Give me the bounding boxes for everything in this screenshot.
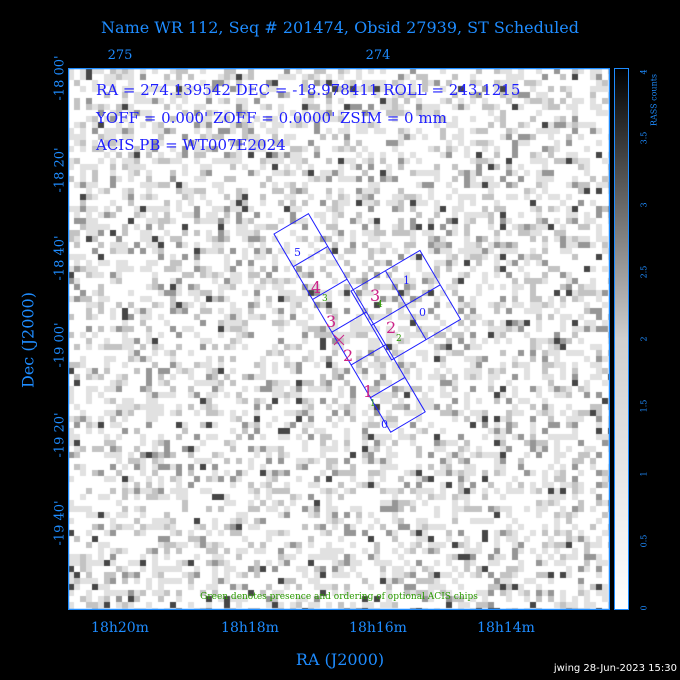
- y-tick-1800: -18 00': [52, 55, 68, 101]
- pointing-info: RA = 274.139542 DEC = -18.978411 ROLL = …: [96, 81, 521, 99]
- chip-label-1: 1: [363, 382, 374, 401]
- offset-info: YOFF = 0.000' ZOFF = 0.0000' ZSIM = 0 mm: [96, 109, 447, 127]
- chip-label-sq-1: 1: [403, 274, 410, 287]
- colorbar-tick: 0: [639, 605, 649, 611]
- optional-order-label: 3: [322, 294, 328, 304]
- colorbar-tick: 3: [639, 202, 649, 208]
- footer-stamp: jwing 28-Jun-2023 15:30: [553, 663, 677, 674]
- x-tick-18h20m: 18h20m: [91, 620, 149, 636]
- y-tick-1900: -19 00': [52, 322, 68, 368]
- y-axis-label: Dec (J2000): [18, 292, 38, 388]
- colorbar-tick: 2: [639, 336, 649, 342]
- acis-chip-square: [350, 249, 462, 361]
- x-tick-18h18m: 18h18m: [221, 620, 279, 636]
- sky-image[interactable]: 5 4 3 2 1 0 3 1 2 0 3 2 4 1 RA = 274.139…: [68, 68, 610, 610]
- optional-order-label: 4: [377, 300, 383, 310]
- chip-label-sq-3: 3: [370, 286, 381, 305]
- x-tick-18h14m: 18h14m: [477, 620, 535, 636]
- y-tick-1940: -19 40': [52, 500, 68, 546]
- chip-label-2: 2: [343, 346, 354, 365]
- colorbar-tick: 4: [639, 69, 649, 75]
- chip-label-4: 4: [311, 278, 322, 297]
- colorbar-title: RASS counts: [649, 73, 659, 127]
- colorbar-tick: 3.5: [639, 131, 649, 145]
- top-tick-274: 274: [365, 48, 391, 63]
- y-tick-1920: -19 20': [52, 412, 68, 458]
- chip-label-sq-0: 0: [419, 306, 426, 319]
- chip-strip-outline: [273, 213, 426, 433]
- acis-chip-strip: [273, 213, 426, 433]
- plot-frame: [68, 68, 610, 610]
- optional-chips-note: Green denotes presence and ordering of o…: [200, 592, 478, 602]
- colorbar-tick: 2.5: [639, 265, 649, 279]
- y-tick-1820: -18 20': [52, 147, 68, 193]
- x-tick-18h16m: 18h16m: [349, 620, 407, 636]
- optional-order-label: 1: [370, 399, 376, 409]
- top-tick-275: 275: [107, 48, 133, 63]
- x-axis-label: RA (J2000): [295, 650, 385, 669]
- colorbar-tick: 0.5: [639, 534, 649, 548]
- y-tick-1840: -18 40': [52, 235, 68, 281]
- chip-label-sq-2: 2: [386, 318, 397, 337]
- chip-label-3: 3: [326, 312, 337, 331]
- colorbar-tick: 1: [639, 471, 649, 477]
- page-title: Name WR 112, Seq # 201474, Obsid 27939, …: [101, 18, 579, 37]
- colorbar-tick: 1.5: [639, 399, 649, 413]
- optional-order-label: 2: [396, 334, 402, 344]
- chip-label-5: 5: [294, 246, 301, 259]
- colorbar: [614, 68, 629, 610]
- acis-overlay: [68, 68, 610, 610]
- rass-background-image: [68, 68, 610, 610]
- acis-pb-info: ACIS PB = WT007E2024: [96, 136, 286, 154]
- chip-label-0: 0: [381, 418, 388, 431]
- aimpoint-marker: [333, 334, 345, 346]
